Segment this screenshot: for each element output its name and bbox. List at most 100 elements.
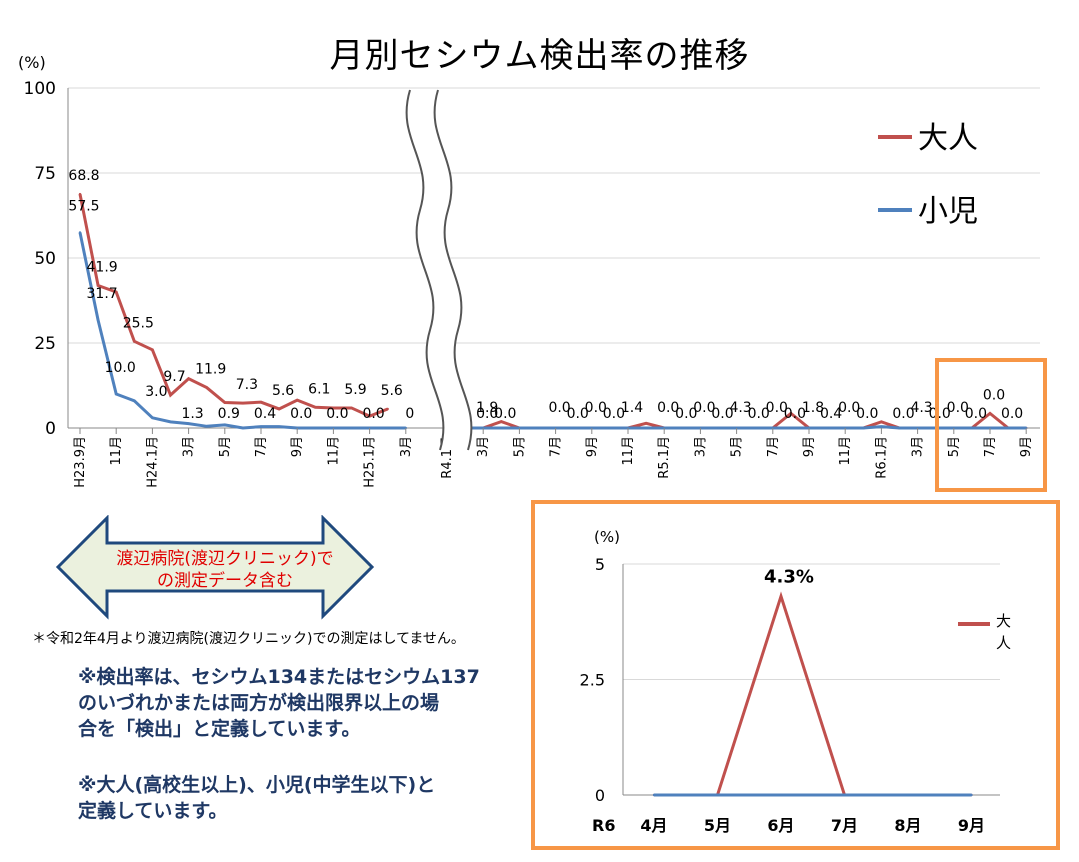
data-point — [368, 414, 371, 418]
data-label: 0.9 — [218, 406, 240, 422]
data-point — [779, 595, 783, 598]
x-tick-label: 9月 — [585, 436, 600, 457]
data-label: 0.0 — [838, 400, 860, 416]
x-tick-label: 8月 — [894, 816, 921, 835]
arrow-label-line: 渡辺病院(渡辺クリニック)で — [116, 549, 334, 569]
data-point — [825, 426, 829, 430]
data-label: 0.0 — [748, 406, 770, 422]
data-point — [716, 793, 719, 797]
y-tick-label: 100 — [24, 79, 56, 99]
data-label: 0.4 — [254, 406, 276, 422]
data-label: 0.0 — [711, 406, 733, 422]
x-tick-label: H23.9月 — [73, 436, 88, 488]
data-point — [644, 422, 648, 425]
age-note: ※大人(高校生以上)、小児(中学生以下)と 定義しています。 — [78, 772, 435, 824]
data-label: 7.3 — [236, 377, 258, 393]
x-tick-label: 11月 — [109, 436, 124, 466]
x-tick-label: 5月 — [947, 436, 962, 457]
data-label: 0.0 — [326, 406, 348, 422]
note-line: 定義しています。 — [78, 800, 228, 822]
x-tick-label: 9月 — [958, 816, 985, 835]
data-label: 4.3 — [729, 400, 751, 416]
x-tick-label: R5.1月 — [657, 436, 672, 479]
x-tick-label: 7月 — [766, 436, 781, 457]
x-tick-label: 11月 — [326, 436, 341, 466]
data-point — [753, 426, 756, 430]
data-point — [681, 426, 684, 430]
legend-label-child: 小児 — [918, 194, 978, 229]
data-point — [906, 793, 910, 797]
legend-label-adult-cont: 人 — [996, 634, 1011, 652]
legend-label-adult: 大人 — [918, 121, 978, 156]
data-point — [96, 319, 100, 322]
data-label: 68.8 — [68, 168, 99, 184]
data-label: 0.0 — [784, 406, 806, 422]
note-line: ※大人(高校生以上)、小児(中学生以下)と — [78, 774, 436, 796]
series-line-adult — [78, 193, 389, 418]
x-tick-label: 7月 — [254, 436, 269, 457]
legend-label-adult: 大 — [996, 612, 1011, 630]
data-point — [259, 425, 263, 428]
y-unit-label: (%) — [18, 53, 46, 72]
data-label: 0.0 — [476, 406, 498, 422]
data-point — [259, 400, 263, 404]
x-tick-label: 5月 — [512, 436, 527, 457]
data-label: 31.7 — [87, 286, 118, 302]
data-label: 0.0 — [603, 406, 625, 422]
x-tick-label: H25.1月 — [363, 436, 378, 488]
data-point — [277, 407, 281, 411]
data-point — [205, 425, 208, 428]
data-label: 0.0 — [892, 406, 914, 422]
data-label: 0.4 — [820, 406, 842, 422]
data-label: 0.0 — [675, 406, 697, 422]
data-point — [133, 340, 136, 343]
data-point — [862, 426, 865, 430]
data-point — [644, 426, 648, 430]
data-label: 0.0 — [856, 406, 878, 422]
data-label: 9.7 — [163, 369, 185, 385]
annotation-label: 4.3% — [764, 566, 814, 587]
data-point — [880, 420, 883, 424]
y-tick-label: 50 — [34, 249, 56, 269]
x-tick-label: 3月 — [911, 436, 926, 457]
data-point — [350, 426, 353, 430]
x-tick-label: 9月 — [802, 436, 817, 457]
data-label: 0.0 — [290, 406, 312, 422]
data-point — [78, 231, 82, 234]
x-tick-label: 7月 — [983, 436, 998, 457]
data-label: 3.0 — [145, 384, 167, 400]
data-point — [151, 416, 154, 419]
data-point — [296, 398, 299, 402]
data-point — [187, 377, 190, 380]
data-point — [652, 793, 656, 797]
y-tick-label: 5 — [595, 555, 605, 574]
x-tick-label: 7月 — [549, 436, 564, 457]
arrow-label: 渡辺病院(渡辺クリニック)で の測定データ含む — [80, 548, 370, 592]
data-point — [386, 407, 389, 411]
footnote: ＊令和2年4月より渡辺病院(渡辺クリニック)での測定はしてません。 — [32, 631, 465, 647]
data-label: 0.0 — [567, 406, 589, 422]
arrow-label-line: の測定データ含む — [157, 571, 293, 591]
data-point — [241, 401, 245, 405]
data-point — [277, 425, 281, 428]
double-arrow-icon — [55, 515, 375, 620]
data-label: 5.6 — [381, 383, 403, 399]
note-line: 合を「検出」と定義しています。 — [78, 718, 361, 740]
data-point — [314, 426, 317, 430]
inset-chart: 0 2.5 5 (%) 4月 5月 6月 7月 8月 9月 R6 4.3% 大人 — [531, 500, 1060, 850]
note-line: ※検出率は、セシウム134またはセシウム137 — [78, 666, 480, 688]
axis-break-fill — [406, 90, 472, 450]
data-point — [880, 425, 883, 428]
data-label: 0 — [405, 406, 414, 422]
data-label: 0.0 — [947, 400, 969, 416]
data-label: 0.0 — [548, 400, 570, 416]
y-tick-label: 0 — [595, 786, 605, 805]
x-tick-label: 11月 — [621, 436, 636, 466]
data-point — [332, 406, 335, 410]
data-point — [789, 412, 793, 415]
data-label: 0.0 — [965, 406, 987, 422]
data-point — [779, 793, 783, 797]
data-label: 6.1 — [308, 381, 330, 397]
data-label: 1.4 — [621, 400, 643, 416]
data-point — [970, 426, 974, 430]
